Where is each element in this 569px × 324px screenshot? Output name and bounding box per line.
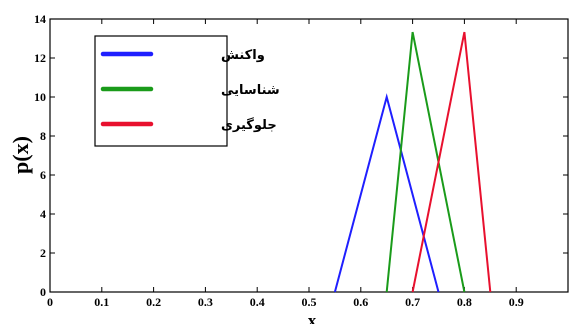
y-tick-label: 10 [34,90,46,104]
x-tick-label: 0.1 [94,295,109,309]
x-tick-label: 0.9 [509,295,524,309]
x-tick-label: 0.8 [457,295,472,309]
y-tick-label: 4 [40,207,46,221]
y-tick-label: 12 [34,51,46,65]
y-tick-label: 14 [34,12,46,26]
x-tick-label: 0.6 [353,295,368,309]
x-tick-label: 0.5 [302,295,317,309]
y-tick-label: 6 [40,168,46,182]
x-tick-label: 0.4 [250,295,265,309]
x-tick-label: 0.2 [146,295,161,309]
x-tick-label: 0.3 [198,295,213,309]
legend-label-3: جلوگیری [221,117,277,133]
legend-label-1: واکنش [221,48,265,63]
y-tick-label: 8 [40,129,46,143]
legend: واکنش شناسایی جلوگیری [95,36,280,146]
x-axis-title: x [308,311,317,324]
y-tick-label: 0 [40,285,46,299]
legend-label-2: شناسایی [221,83,280,98]
y-axis-title: p(x) [8,136,33,174]
x-tick-label: 0.7 [405,295,420,309]
y-tick-label: 2 [40,246,46,260]
x-tick-label: 0 [47,295,53,309]
